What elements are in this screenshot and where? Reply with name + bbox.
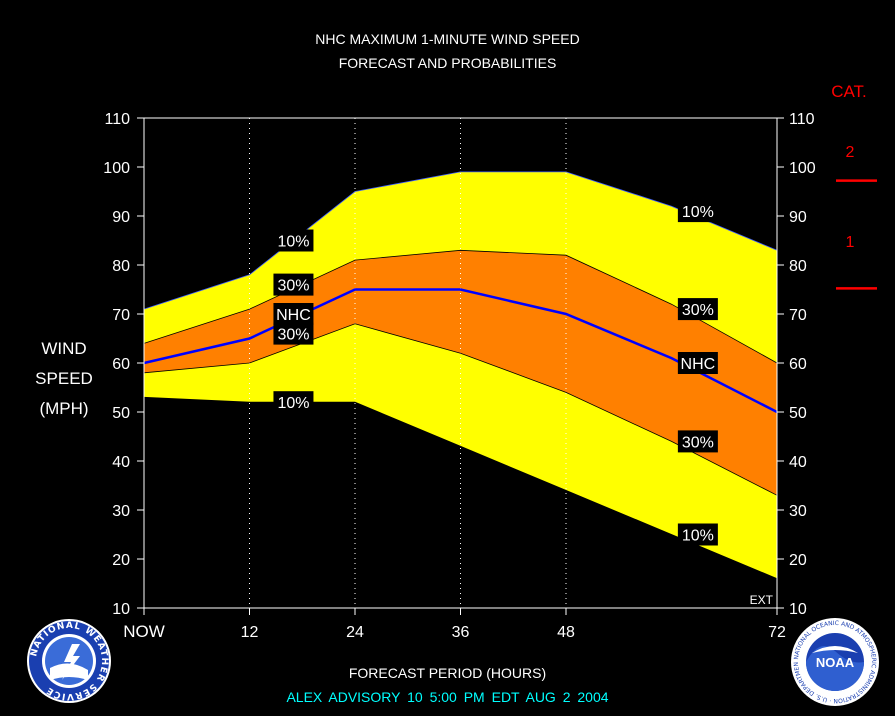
band-label-text: 30% xyxy=(682,302,714,319)
band-label-1: 30% xyxy=(273,273,314,296)
band-label-2: NHC xyxy=(273,303,314,325)
tick-labels: 10 10 20 20 30 30 40 40 50 50 60 60 70 70 80 80 90 90 100 1… xyxy=(103,111,816,641)
x-tick-label-24: 24 xyxy=(346,624,364,641)
band-label-text: NHC xyxy=(681,356,716,373)
y-tick-label-left-40: 40 xyxy=(112,454,130,471)
y-tick-label-right-70: 70 xyxy=(789,307,807,324)
band-label-text: NHC xyxy=(276,307,311,324)
band-label-box xyxy=(273,391,314,414)
x-tick-label-12: 12 xyxy=(241,624,259,641)
x-tick-label-48: 48 xyxy=(557,624,575,641)
band-label-8: 30% xyxy=(677,430,718,453)
band-label-box xyxy=(677,523,718,546)
y-tick-label-right-40: 40 xyxy=(789,454,807,471)
category-1-label: 1 xyxy=(845,234,855,251)
category-2-label: 2 xyxy=(845,144,855,161)
y-tick-label-right-60: 60 xyxy=(789,356,807,373)
band-label-box xyxy=(273,303,314,325)
category-lines xyxy=(836,179,877,290)
y-tick-label-left-70: 70 xyxy=(112,307,130,324)
y-tick-label-right-30: 30 xyxy=(789,503,807,520)
band-label-0: 10% xyxy=(273,229,314,252)
y-tick-label-left-110: 110 xyxy=(104,111,130,128)
upper-30-line xyxy=(143,249,778,364)
noaa-logo-text: NOAA xyxy=(816,655,855,670)
y-tick-label-left-90: 90 xyxy=(112,209,130,226)
band-label-9: 10% xyxy=(677,523,718,546)
axis-ticks xyxy=(137,117,784,615)
y-tick-label-right-10: 10 xyxy=(789,601,807,618)
upper-10-line xyxy=(143,171,778,310)
y-tick-label-right-20: 20 xyxy=(789,552,807,569)
lower-30-line xyxy=(143,323,778,496)
band-label-box xyxy=(677,298,718,321)
band-label-box xyxy=(677,430,718,453)
advisory-text: ALEX ADVISORY 10 5:00 PM EDT AUG 2 2004 xyxy=(286,689,609,705)
y-tick-label-left-80: 80 xyxy=(112,258,130,275)
y-tick-label-left-100: 100 xyxy=(103,160,130,177)
band-label-box xyxy=(273,273,314,296)
band-label-box xyxy=(677,352,718,374)
y-tick-label-left-20: 20 xyxy=(112,552,130,569)
nhc-forecast-line xyxy=(143,288,778,414)
band-label-box xyxy=(273,229,314,252)
category-legend-title: CAT. xyxy=(831,82,867,101)
band-label-text: 30% xyxy=(277,278,309,295)
band-label-box xyxy=(273,322,314,345)
nws-logo-icon: NATIONAL WEATHER SERVICE xyxy=(27,619,111,703)
band-label-6: 30% xyxy=(677,298,718,321)
band-label-text: 30% xyxy=(682,434,714,451)
y-axis-label-line1: WIND xyxy=(41,339,87,358)
noaa-logo-icon: NOAA NATIONAL OCEANIC AND ATMOSPHERIC AD… xyxy=(790,617,879,706)
y-tick-label-left-30: 30 xyxy=(112,503,130,520)
series-lines xyxy=(143,171,778,579)
lower-10-line xyxy=(143,396,778,579)
band-label-5: 10% xyxy=(677,200,718,223)
y-tick-label-left-60: 60 xyxy=(112,356,130,373)
y-tick-label-right-100: 100 xyxy=(789,160,816,177)
band-label-4: 10% xyxy=(273,391,314,414)
band-label-7: NHC xyxy=(677,352,718,374)
probability-bands xyxy=(144,171,777,579)
y-axis-label-line2: SPEED xyxy=(35,369,93,388)
band-label-text: 30% xyxy=(277,327,309,344)
band-label-text: 10% xyxy=(277,234,309,251)
y-tick-label-left-50: 50 xyxy=(112,405,130,422)
y-tick-label-right-90: 90 xyxy=(789,209,807,226)
y-axis-label-line3: (MPH) xyxy=(39,399,89,418)
y-tick-label-right-50: 50 xyxy=(789,405,807,422)
band-10-percent xyxy=(144,171,777,579)
band-label-text: 10% xyxy=(682,204,714,221)
x-axis-title: FORECAST PERIOD (HOURS) xyxy=(348,665,547,681)
y-tick-label-right-80: 80 xyxy=(789,258,807,275)
chart-title-line2: FORECAST AND PROBABILITIES xyxy=(338,55,557,71)
x-tick-label-72: 72 xyxy=(768,624,786,641)
band-label-text: 10% xyxy=(277,395,309,412)
band-label-3: 30% xyxy=(273,322,314,345)
x-tick-label-36: 36 xyxy=(452,624,470,641)
chart-title-line1: NHC MAXIMUM 1-MINUTE WIND SPEED xyxy=(315,31,580,47)
band-label-text: 10% xyxy=(682,528,714,545)
band-labels: 10% 30% NHC 30% 10% 10% 30% NHC 30% 10% xyxy=(273,200,718,546)
y-tick-label-left-10: 10 xyxy=(112,601,130,618)
y-tick-label-right-110: 110 xyxy=(789,111,815,128)
x-tick-label-0: NOW xyxy=(123,622,165,641)
band-label-box xyxy=(677,200,718,223)
ext-label: EXT xyxy=(750,593,774,607)
